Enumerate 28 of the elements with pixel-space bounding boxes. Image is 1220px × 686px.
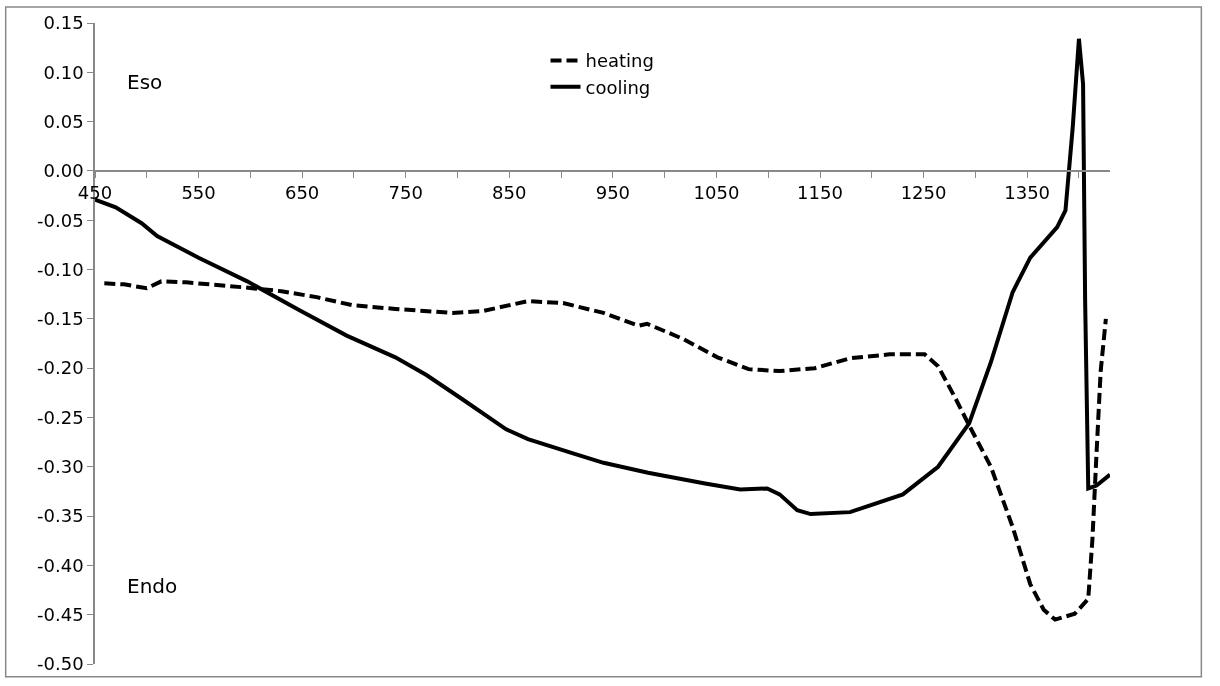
y-tick-label: -0.40 bbox=[37, 554, 84, 576]
x-tick-label: 1250 bbox=[900, 182, 947, 204]
x-tick-label: 1150 bbox=[797, 182, 843, 204]
y-tick-label: 0.15 bbox=[43, 12, 84, 34]
x-tick-label: 750 bbox=[388, 182, 423, 204]
x-tick-label: 950 bbox=[595, 182, 631, 204]
x-tick-label: 1350 bbox=[1004, 182, 1051, 204]
y-tick-label: -0.50 bbox=[37, 653, 84, 675]
x-tick-label: 450 bbox=[77, 182, 113, 204]
y-tick-label: 0.10 bbox=[43, 61, 84, 83]
x-tick-label: 1050 bbox=[693, 182, 740, 204]
legend-label: heating bbox=[585, 50, 654, 72]
y-tick-label: -0.35 bbox=[37, 505, 84, 527]
y-tick-label: 0.05 bbox=[43, 110, 84, 132]
legend-label: cooling bbox=[585, 76, 651, 98]
x-tick-label: 850 bbox=[492, 182, 527, 204]
y-tick-label: -0.30 bbox=[37, 456, 84, 478]
y-tick-label: 0.00 bbox=[43, 160, 84, 182]
y-tick-label: -0.10 bbox=[37, 258, 84, 280]
x-tick-label: 650 bbox=[284, 182, 320, 204]
y-tick-label: -0.05 bbox=[37, 209, 84, 231]
y-tick-label: -0.20 bbox=[37, 357, 84, 379]
y-tick-label: -0.25 bbox=[37, 406, 84, 428]
annotation: Endo bbox=[127, 574, 178, 598]
y-tick-label: -0.45 bbox=[37, 603, 84, 625]
x-tick-label: 550 bbox=[181, 182, 216, 204]
annotation: Eso bbox=[127, 70, 163, 94]
y-tick-label: -0.15 bbox=[37, 308, 84, 330]
